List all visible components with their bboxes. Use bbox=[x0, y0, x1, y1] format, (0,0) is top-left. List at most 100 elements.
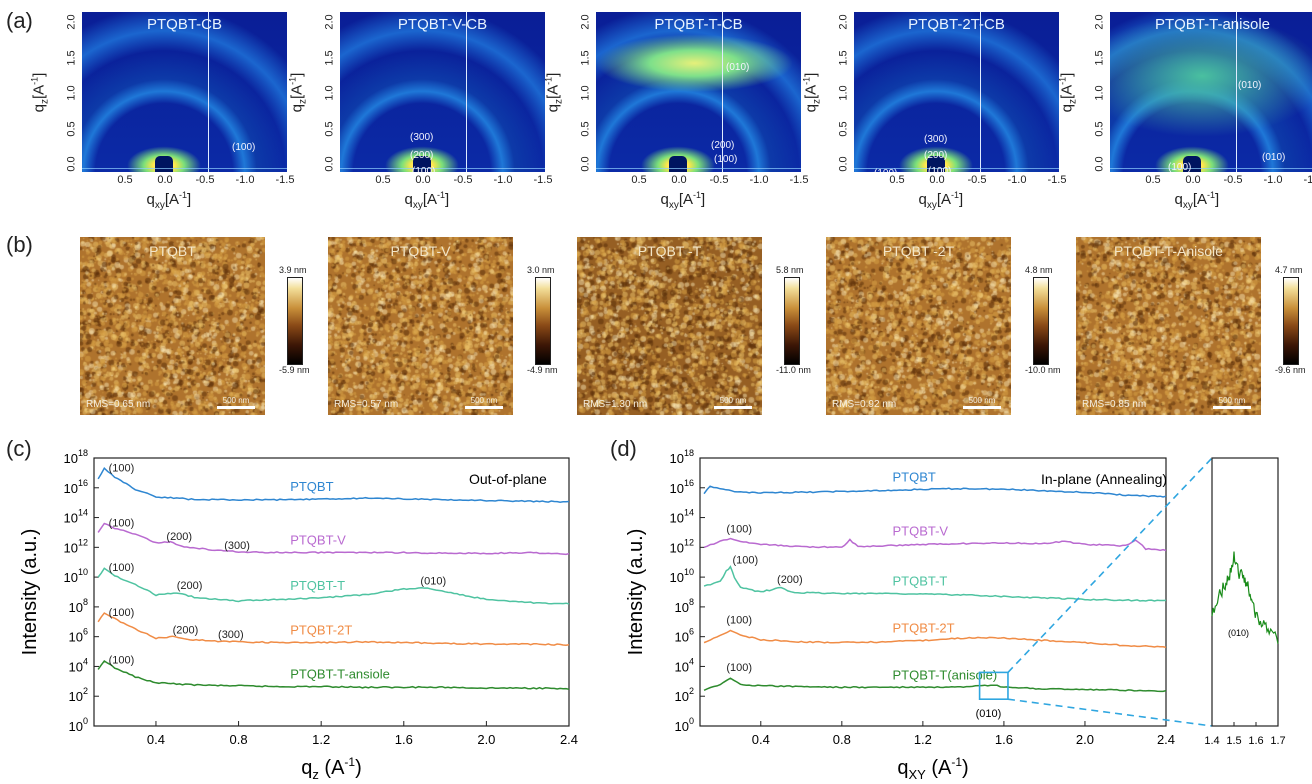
giwaxs-panel: PTQBT-T-CB(010)(200)(100)(200)(100)0.00.… bbox=[543, 12, 811, 232]
giwaxs-x-label: qxy[A-1] bbox=[1174, 190, 1220, 211]
series-label: PTQBT bbox=[290, 479, 333, 494]
x-tick-label: 1.6 bbox=[395, 732, 413, 747]
x-tick-label: 0.8 bbox=[833, 732, 851, 747]
giwaxs-peak-label: (010) bbox=[1262, 152, 1286, 163]
giwaxs-y-tick: 0.5 bbox=[1093, 120, 1106, 137]
panel-label-b: (b) bbox=[6, 232, 33, 257]
y-tick-exponent: 12 bbox=[78, 537, 88, 547]
giwaxs-y-tick: 1.0 bbox=[65, 85, 78, 101]
y-tick-label: 104 bbox=[69, 656, 88, 674]
zoom-connector bbox=[1007, 698, 1213, 727]
afm-rms: RMS=0.85 nm bbox=[1082, 399, 1147, 410]
afm-title: PTQBT bbox=[149, 243, 196, 259]
y-tick-label: 1018 bbox=[670, 448, 694, 466]
series-line bbox=[97, 567, 570, 605]
afm-texture bbox=[577, 237, 762, 415]
giwaxs-y-tick: 1.5 bbox=[1093, 49, 1106, 66]
giwaxs-peak-label: (010) bbox=[726, 62, 750, 73]
afm-height-image: PTQBT -T RMS=1.30 nm 500 nm bbox=[577, 237, 762, 415]
afm-scale-label: 500 nm bbox=[1218, 396, 1246, 405]
y-tick-label: 108 bbox=[675, 597, 694, 615]
y-tick-exponent: 18 bbox=[684, 448, 694, 458]
giwaxs-axis-line bbox=[466, 12, 467, 172]
y-tick-exponent: 14 bbox=[684, 508, 694, 518]
peak-label: (200) bbox=[173, 625, 199, 637]
series-line bbox=[97, 522, 570, 556]
afm-panel: PTQBT -2T RMS=0.92 nm 500 nm 4.8 nm -10.0 nm bbox=[826, 237, 1091, 415]
giwaxs-y-tick: 2.0 bbox=[1093, 14, 1106, 30]
afm-rms: RMS=1.30 nm bbox=[583, 399, 648, 410]
y-tick-label: 106 bbox=[675, 627, 694, 645]
inset-frame bbox=[1211, 457, 1279, 727]
giwaxs-x-tick: -1.5 bbox=[275, 174, 295, 186]
afm-title: PTQBT-T-Anisole bbox=[1114, 243, 1223, 259]
peak-label: (100) bbox=[726, 614, 752, 626]
zoom-box bbox=[978, 671, 1009, 701]
giwaxs-x-label: qxy[A-1] bbox=[146, 190, 192, 211]
series-label: PTQBT-V bbox=[892, 524, 948, 539]
afm-texture bbox=[80, 237, 265, 415]
afm-scale-bar: 500 nm bbox=[465, 396, 503, 409]
giwaxs-x-tick: -1.5 bbox=[1047, 174, 1067, 186]
giwaxs-title: PTQBT-T-anisole bbox=[1154, 16, 1271, 33]
giwaxs-y-tick: 0.0 bbox=[323, 156, 336, 172]
afm-scale-line bbox=[963, 406, 1001, 409]
peak-label: (100) bbox=[726, 523, 752, 535]
panel-label-c: (c) bbox=[6, 436, 32, 461]
y-tick-label: 1014 bbox=[670, 508, 694, 526]
afm-colorbar-gradient bbox=[1033, 277, 1049, 365]
afm-rms: RMS=0.92 nm bbox=[832, 399, 897, 410]
afm-colorbar-gradient bbox=[1283, 277, 1299, 365]
afm-scale-bar: 500 nm bbox=[963, 396, 1001, 409]
peak-label: (100) bbox=[109, 517, 135, 529]
y-tick-exponent: 8 bbox=[689, 597, 694, 607]
afm-colorbar-min: -4.9 nm bbox=[527, 365, 558, 375]
series-label: PTQBT-2T bbox=[892, 620, 954, 635]
giwaxs-horizon-line bbox=[854, 168, 1059, 169]
afm-scale-bar: 500 nm bbox=[217, 396, 255, 409]
panel-label-d: (d) bbox=[610, 436, 637, 461]
afm-colorbar-max: 4.8 nm bbox=[1025, 265, 1053, 275]
giwaxs-pattern-image: PTQBT-V-CB(300)(200)(100)(100) bbox=[340, 12, 545, 172]
x-tick-label: 1.6 bbox=[995, 732, 1013, 747]
peak-label: (100) bbox=[109, 607, 135, 619]
giwaxs-y-label: qz[A-1] bbox=[29, 72, 51, 113]
afm-colorbar: 4.8 nm -10.0 nm bbox=[1025, 265, 1085, 375]
giwaxs-panel: PTQBT-T-anisole(010)(100)(100)(010)0.00.… bbox=[1057, 12, 1312, 232]
afm-title: PTQBT -T bbox=[637, 243, 702, 259]
afm-colorbar-max: 3.0 nm bbox=[527, 265, 555, 275]
giwaxs-y-label: qz[A-1] bbox=[287, 72, 309, 113]
series-line bbox=[703, 485, 1167, 498]
peak-label: (100) bbox=[109, 562, 135, 574]
y-tick-label: 1012 bbox=[670, 537, 694, 555]
afm-colorbar-min: -9.6 nm bbox=[1275, 365, 1306, 375]
giwaxs-x-tick: -1.0 bbox=[1263, 174, 1283, 186]
giwaxs-x-tick: 0.5 bbox=[631, 174, 647, 186]
giwaxs-x-tick: 0.0 bbox=[1185, 174, 1201, 186]
giwaxs-panel: PTQBT-2T-CB (300) (200) (100) (100) 0.0 0.5 1.0… bbox=[801, 12, 1069, 232]
giwaxs-x-tick: -1.0 bbox=[1007, 174, 1027, 186]
y-tick-exponent: 16 bbox=[684, 478, 694, 488]
zoom-box-label: (010) bbox=[976, 708, 1002, 720]
giwaxs-x-label: qxy[A-1] bbox=[918, 190, 964, 211]
afm-colorbar-gradient bbox=[287, 277, 303, 365]
series-label: PTQBT-2T bbox=[290, 623, 352, 638]
afm-colorbar: 3.9 nm -5.9 nm bbox=[279, 265, 339, 375]
giwaxs-y-tick: 0.5 bbox=[323, 120, 336, 137]
giwaxs-x-tick: -0.5 bbox=[195, 174, 215, 186]
giwaxs-y-tick: 1.0 bbox=[837, 85, 850, 101]
afm-scale-bar: 500 nm bbox=[1213, 396, 1251, 409]
y-tick-exponent: 16 bbox=[78, 478, 88, 488]
afm-scale-line bbox=[714, 406, 752, 409]
giwaxs-x-tick: 0.0 bbox=[415, 174, 431, 186]
giwaxs-x-tick: -1.5 bbox=[533, 174, 553, 186]
y-tick-label: 1016 bbox=[64, 478, 88, 496]
giwaxs-x-tick: -0.5 bbox=[1223, 174, 1243, 186]
inset-peak-label: (010) bbox=[1228, 628, 1249, 638]
afm-panel: PTQBT -T RMS=1.30 nm 500 nm 5.8 nm -11.0 nm bbox=[577, 237, 842, 415]
inset-x-tick-label: 1.4 bbox=[1204, 735, 1219, 747]
chart-annotation: In-plane (Annealing) bbox=[1041, 471, 1167, 487]
giwaxs-pattern-image: PTQBT-CB (100) bbox=[82, 12, 287, 172]
peak-label: (100) bbox=[109, 654, 135, 666]
y-tick-exponent: 6 bbox=[83, 627, 88, 637]
